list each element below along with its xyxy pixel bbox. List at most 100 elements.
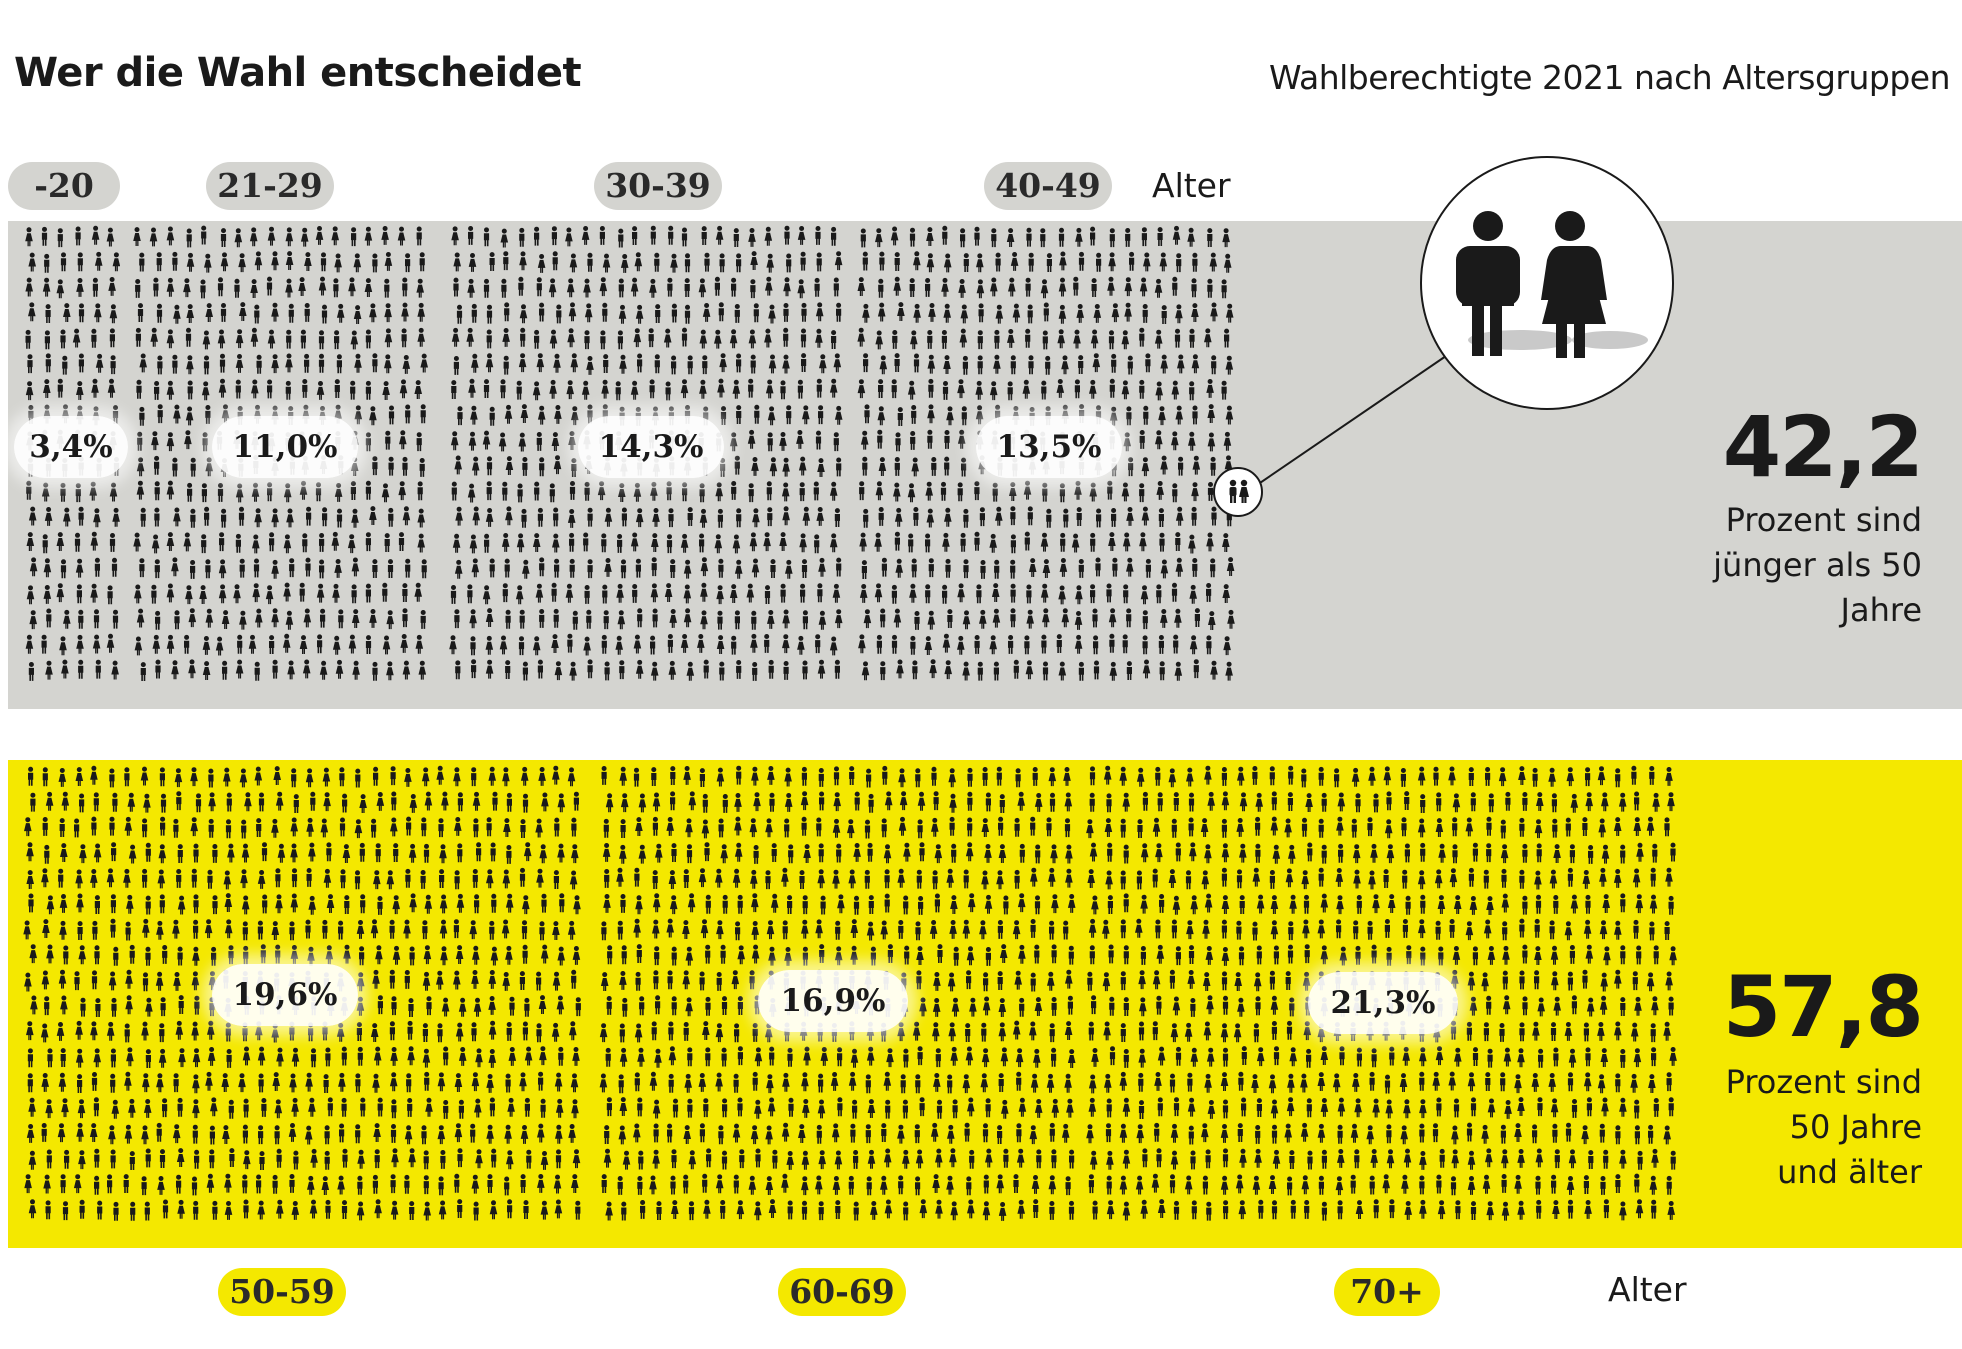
person-figure-icon [931,766,937,786]
person-figure-icon [942,381,949,400]
person-figure-icon [505,506,513,526]
person-figure-icon [1252,921,1258,941]
person-figure-icon [654,252,660,272]
person-figure-icon [1178,456,1184,476]
person-figure-icon [918,896,924,915]
person-figure-icon [963,559,969,579]
person-figure-icon [424,791,433,811]
person-figure-icon [26,532,35,551]
person-figure-icon [958,279,966,298]
person-figure-icon [221,610,230,629]
person-figure-icon [638,793,647,813]
person-figure-icon [1207,482,1214,501]
person-figure-icon [1040,583,1049,603]
person-figure-icon [305,1072,313,1092]
person-figure-icon [526,1149,532,1169]
person-figure-icon [134,584,142,604]
person-figure-icon [1207,432,1216,452]
person-figure-icon [75,1048,84,1068]
person-figure-icon [686,844,693,864]
person-figure-icon [1554,1149,1560,1169]
person-figure-icon [1449,919,1455,938]
person-figure-icon [489,920,495,940]
person-figure-icon [1320,1046,1329,1065]
person-figure-icon [257,1046,266,1066]
person-figure-icon [603,818,609,838]
person-figure-icon [1549,920,1555,940]
person-figure-icon [1258,1199,1264,1219]
person-figure-icon [975,380,983,400]
person-figure-icon [178,1048,186,1068]
person-figure-icon [536,277,542,297]
person-figure-icon [722,794,728,813]
person-figure-icon [422,920,428,940]
person-figure-icon [59,818,65,837]
person-figure-icon [250,327,259,347]
person-figure-icon [304,353,310,373]
person-figure-icon [1237,1123,1243,1142]
person-figure-icon [1205,1149,1211,1169]
person-figure-icon [799,870,805,889]
person-figure-icon [565,227,573,247]
person-figure-icon [1067,894,1076,913]
person-figure-icon [706,1148,712,1168]
person-figure-icon [506,1150,514,1170]
person-figure-icon [1472,842,1478,862]
person-figure-icon [1307,1150,1313,1170]
person-figure-icon [620,793,629,813]
person-figure-icon [1568,1149,1577,1169]
person-figure-icon [275,791,284,811]
person-figure-icon [1564,1022,1573,1041]
person-figure-icon [1451,969,1459,989]
person-figure-icon [89,481,97,501]
person-figure-icon [1472,946,1478,966]
person-figure-icon [207,1047,216,1066]
person-figure-icon [990,277,998,297]
person-figure-icon [797,635,805,655]
person-figure-icon [1650,867,1656,887]
person-figure-icon [965,1046,974,1066]
person-figure-icon [722,1098,728,1118]
person-figure-icon [800,251,806,271]
person-figure-icon [551,634,559,653]
person-figure-icon [715,482,723,502]
person-figure-icon [850,1048,859,1068]
person-figure-icon [1615,1125,1621,1145]
person-figure-icon [569,253,578,273]
person-figure-icon [1514,1174,1522,1194]
person-figure-icon [1206,1047,1215,1067]
person-figure-icon [238,253,246,273]
person-figure-icon [654,354,660,374]
person-figure-icon [505,893,514,913]
person-figure-icon [566,278,575,298]
person-figure-icon [417,533,425,553]
person-figure-icon [205,559,211,579]
person-figure-icon [1136,870,1142,890]
person-figure-icon [1649,894,1658,914]
person-figure-icon [784,225,790,245]
person-figure-icon [390,1174,396,1194]
person-figure-icon [568,431,576,450]
person-figure-icon [980,560,986,579]
person-figure-icon [1122,1097,1131,1117]
person-figure-icon [539,557,545,577]
person-figure-icon [780,583,786,603]
person-figure-icon [154,381,160,400]
person-figure-icon [601,533,607,553]
person-figure-icon [977,330,983,350]
person-figure-icon [1186,920,1194,940]
person-figure-icon [424,894,433,914]
person-figure-icon [370,919,379,939]
person-figure-icon [419,252,425,272]
person-figure-icon [336,1022,345,1042]
person-figure-icon [781,482,790,502]
person-figure-icon [1091,995,1097,1015]
person-figure-icon [1435,920,1441,940]
person-figure-icon [42,534,48,554]
person-figure-icon [457,792,463,812]
person-figure-icon [681,327,688,347]
person-figure-icon [584,330,590,350]
person-figure-icon [172,919,180,939]
person-figure-icon [1472,1047,1479,1066]
person-figure-icon [1093,635,1099,655]
